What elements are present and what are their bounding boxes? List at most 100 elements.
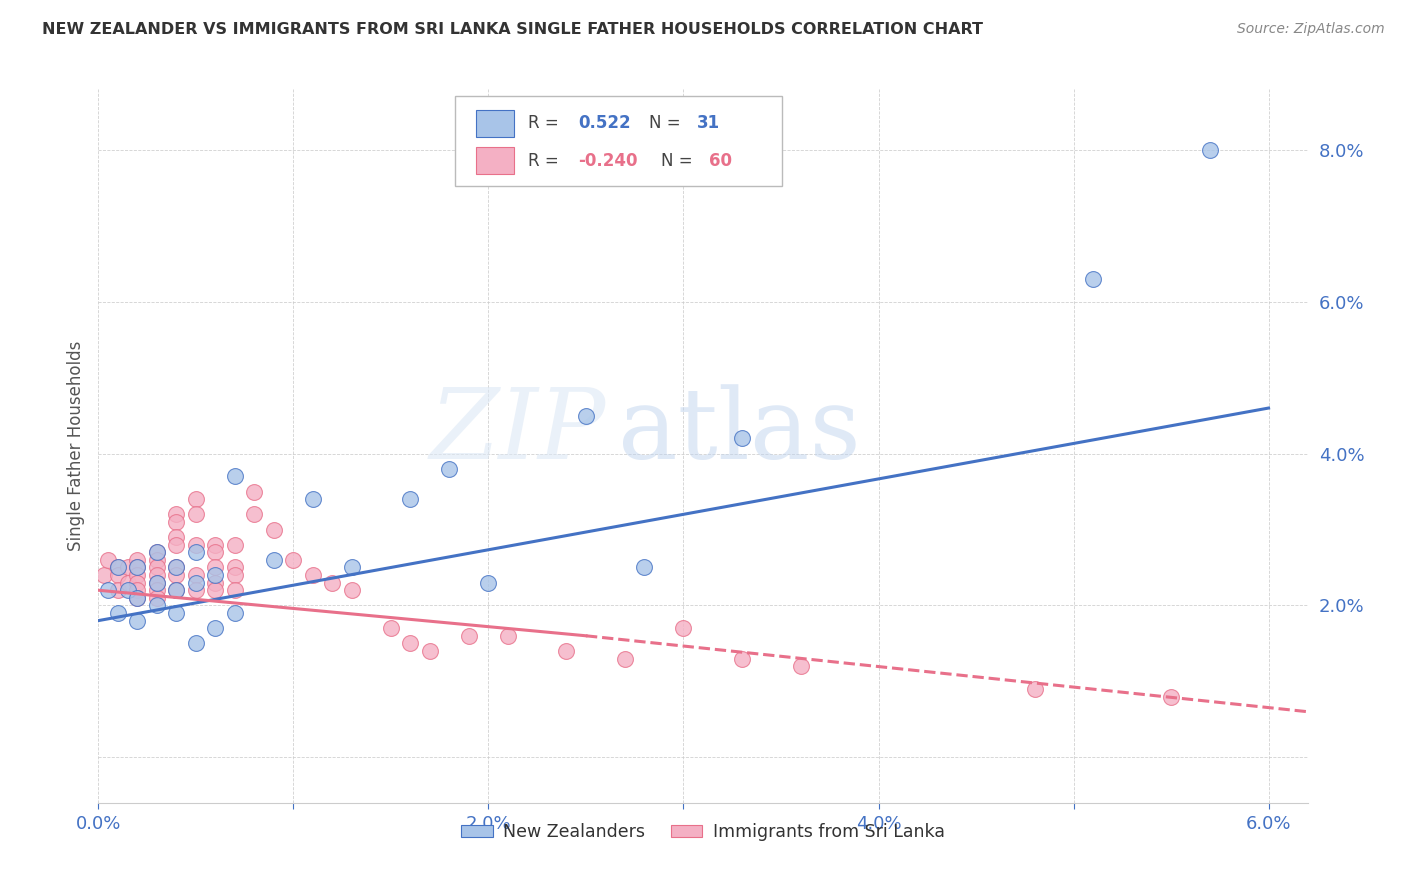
Point	[184, 568, 207, 582]
Point	[146, 591, 169, 605]
Text: 31: 31	[697, 114, 720, 132]
Point	[117, 560, 139, 574]
Point	[204, 560, 226, 574]
Point	[321, 575, 343, 590]
Text: Source: ZipAtlas.com: Source: ZipAtlas.com	[1237, 22, 1385, 37]
Point	[127, 583, 149, 598]
Point	[165, 530, 187, 544]
Point	[1199, 143, 1222, 157]
Point	[204, 621, 226, 635]
Point	[399, 492, 422, 507]
Point	[146, 575, 169, 590]
Point	[146, 599, 169, 613]
Text: atlas: atlas	[619, 384, 860, 480]
Point	[731, 651, 754, 665]
Point	[127, 568, 149, 582]
Point	[117, 575, 139, 590]
Point	[1160, 690, 1182, 704]
Point	[419, 644, 441, 658]
Point	[243, 484, 266, 499]
Y-axis label: Single Father Households: Single Father Households	[66, 341, 84, 551]
Point	[127, 575, 149, 590]
Point	[97, 553, 120, 567]
Point	[146, 560, 169, 574]
Point	[302, 492, 325, 507]
Point	[107, 606, 129, 620]
Point	[1024, 681, 1046, 696]
Point	[1081, 272, 1104, 286]
Point	[184, 636, 207, 650]
Point	[184, 575, 207, 590]
Point	[224, 469, 246, 483]
Point	[204, 545, 226, 559]
Point	[380, 621, 402, 635]
Point	[263, 523, 285, 537]
Point	[146, 583, 169, 598]
Point	[224, 560, 246, 574]
Point	[93, 568, 115, 582]
FancyBboxPatch shape	[456, 96, 782, 186]
Point	[243, 508, 266, 522]
Point	[127, 591, 149, 605]
Text: R =: R =	[527, 114, 558, 132]
Point	[107, 568, 129, 582]
Point	[283, 553, 305, 567]
Point	[165, 583, 187, 598]
Point	[184, 583, 207, 598]
Point	[439, 462, 461, 476]
Point	[458, 629, 481, 643]
Text: N =: N =	[648, 114, 681, 132]
Point	[184, 492, 207, 507]
Point	[107, 560, 129, 574]
Point	[731, 431, 754, 445]
Point	[672, 621, 695, 635]
Point	[97, 583, 120, 598]
Point	[165, 606, 187, 620]
Point	[146, 553, 169, 567]
Point	[165, 538, 187, 552]
Point	[165, 568, 187, 582]
Point	[302, 568, 325, 582]
Point	[107, 560, 129, 574]
Text: NEW ZEALANDER VS IMMIGRANTS FROM SRI LANKA SINGLE FATHER HOUSEHOLDS CORRELATION : NEW ZEALANDER VS IMMIGRANTS FROM SRI LAN…	[42, 22, 983, 37]
Point	[340, 560, 363, 574]
Point	[127, 560, 149, 574]
Text: 0.522: 0.522	[578, 114, 631, 132]
Point	[146, 545, 169, 559]
Point	[555, 644, 578, 658]
Point	[614, 651, 637, 665]
FancyBboxPatch shape	[475, 147, 515, 174]
Point	[127, 614, 149, 628]
Point	[340, 583, 363, 598]
Point	[165, 560, 187, 574]
Text: N =: N =	[661, 152, 692, 169]
Point	[184, 545, 207, 559]
Point	[184, 508, 207, 522]
Text: ZIP: ZIP	[430, 384, 606, 479]
Text: -0.240: -0.240	[578, 152, 638, 169]
Point	[127, 553, 149, 567]
Point	[575, 409, 598, 423]
Point	[165, 515, 187, 529]
Point	[633, 560, 655, 574]
Point	[204, 575, 226, 590]
Point	[477, 575, 499, 590]
Point	[146, 545, 169, 559]
Point	[204, 583, 226, 598]
Point	[204, 538, 226, 552]
Point	[496, 629, 519, 643]
Text: R =: R =	[527, 152, 558, 169]
Point	[165, 560, 187, 574]
Point	[107, 583, 129, 598]
Point	[224, 538, 246, 552]
Point	[117, 583, 139, 598]
Point	[127, 560, 149, 574]
Point	[165, 508, 187, 522]
Point	[224, 568, 246, 582]
Point	[204, 568, 226, 582]
Point	[127, 591, 149, 605]
Legend: New Zealanders, Immigrants from Sri Lanka: New Zealanders, Immigrants from Sri Lank…	[454, 816, 952, 847]
Point	[399, 636, 422, 650]
Point	[184, 538, 207, 552]
Point	[224, 606, 246, 620]
